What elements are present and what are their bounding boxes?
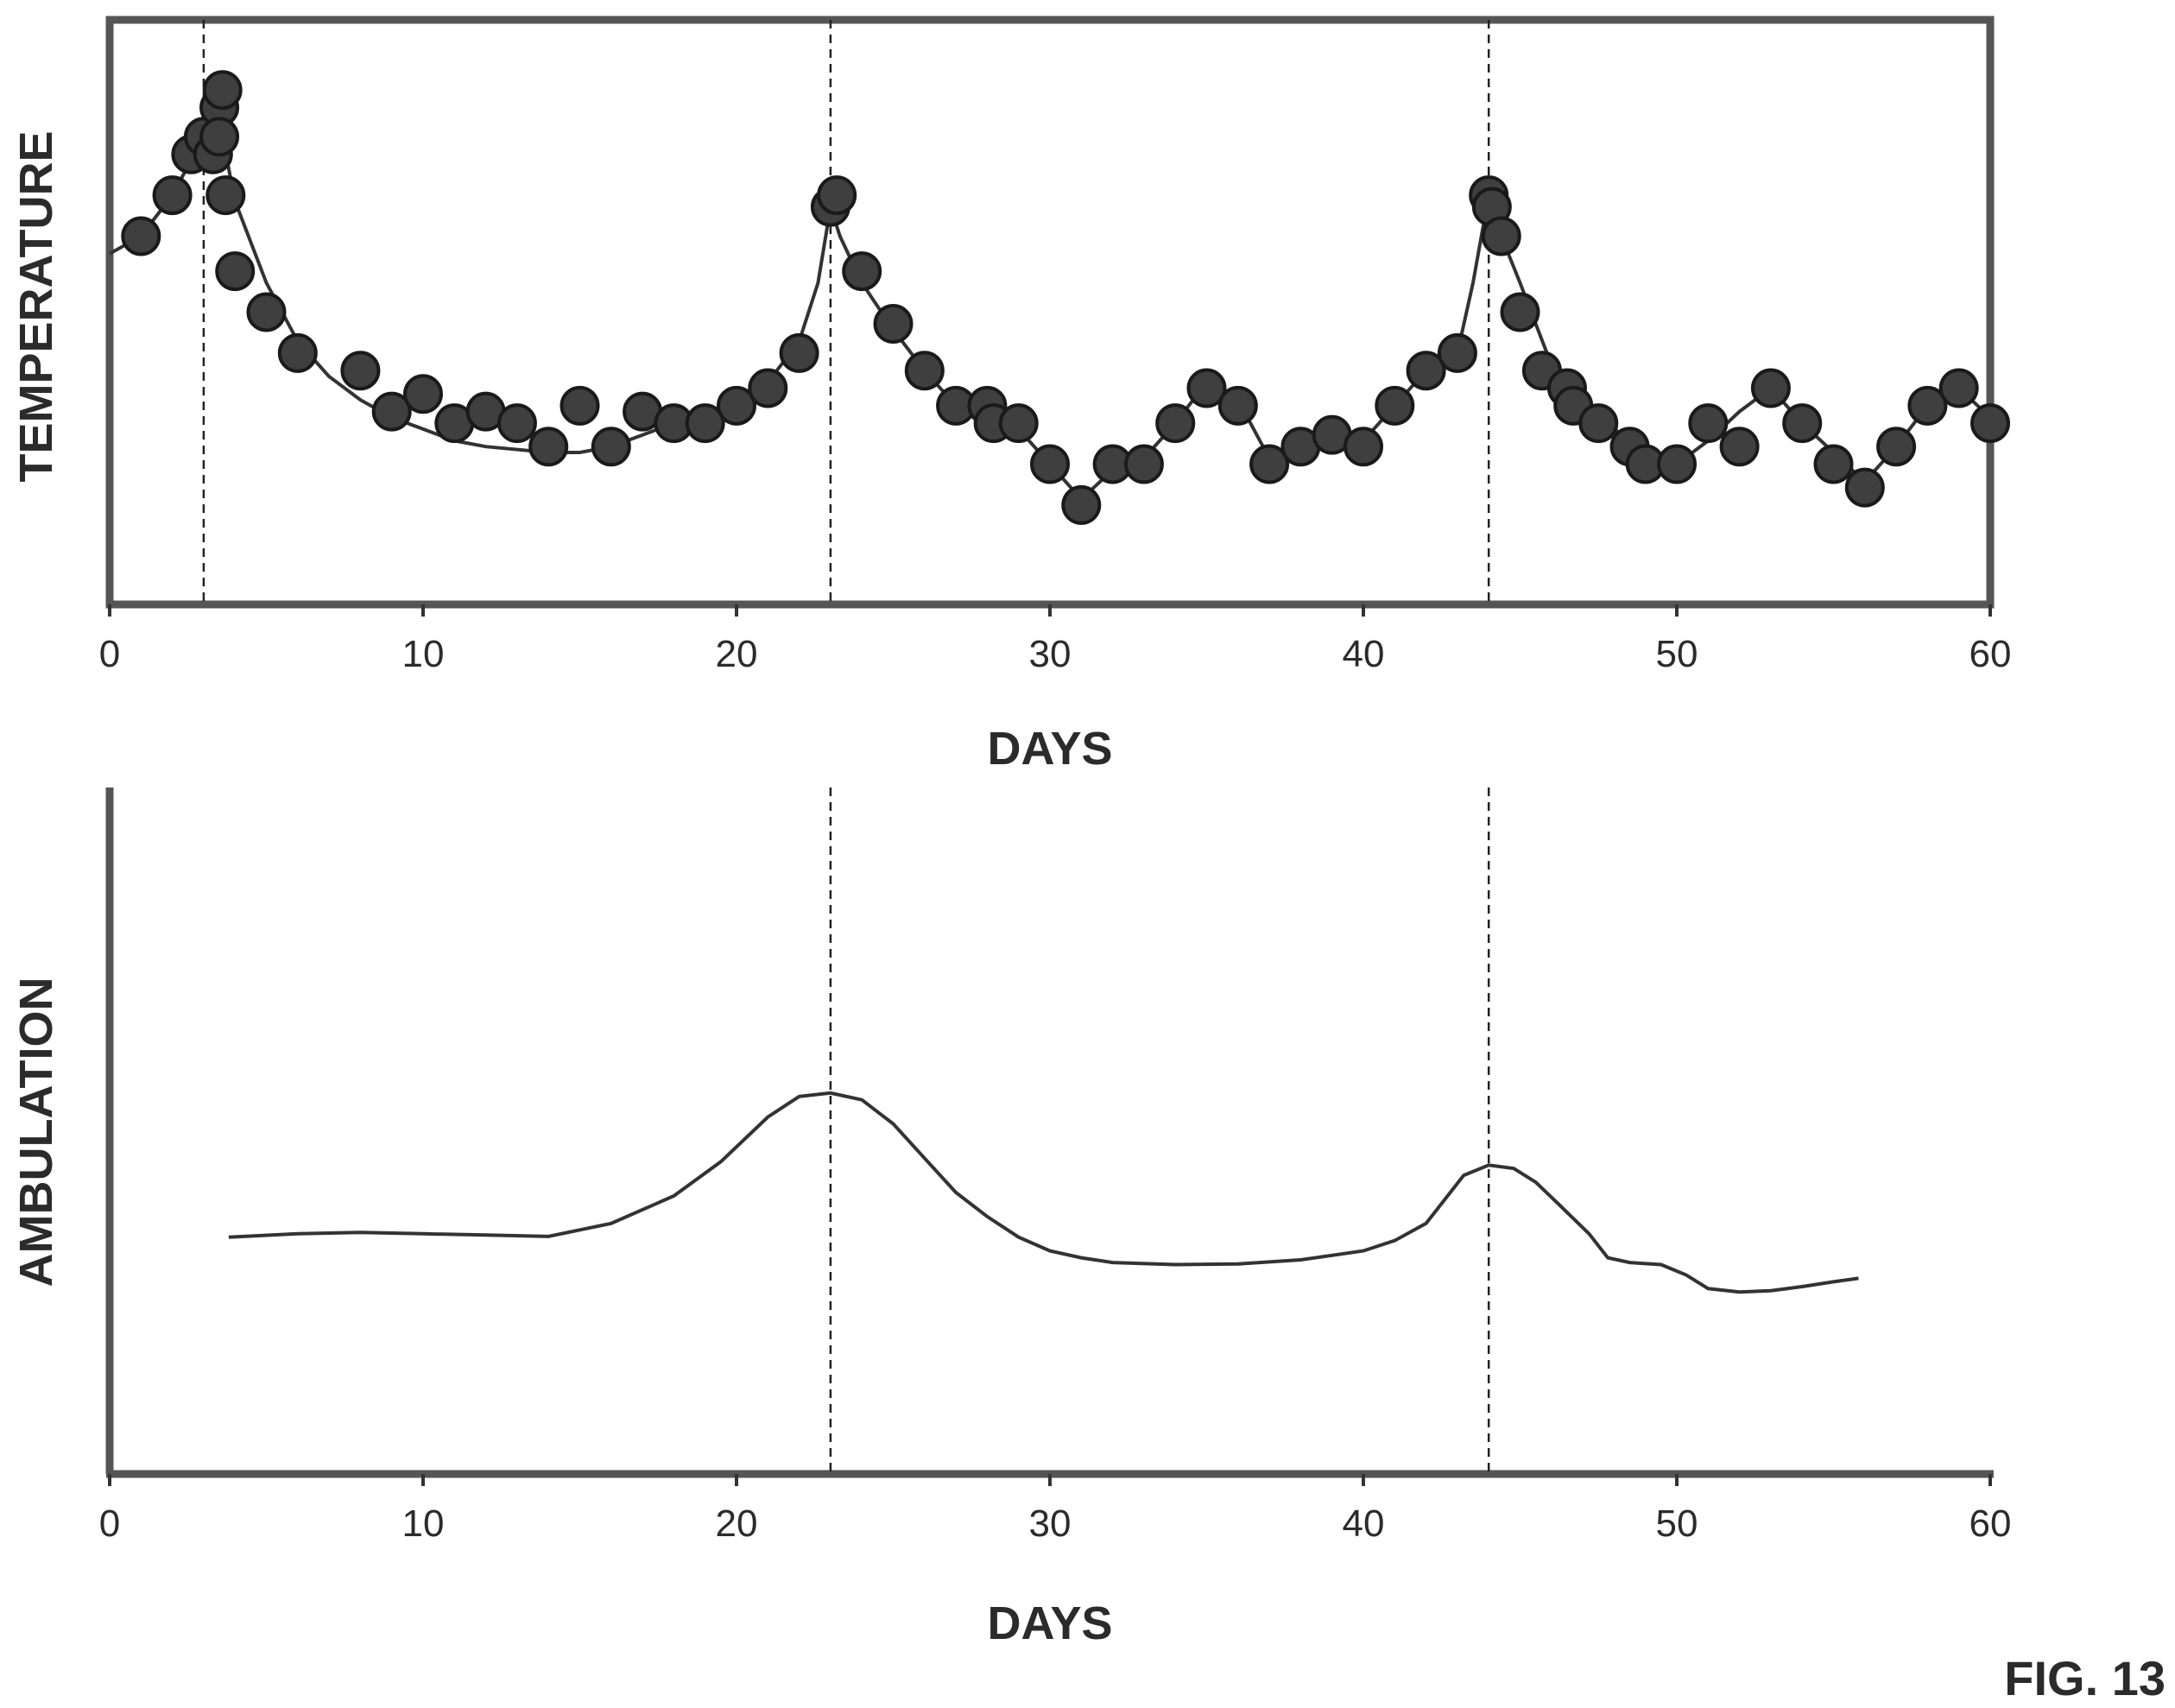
x-tick-label: 30 bbox=[1029, 1502, 1072, 1545]
ambulation-chart: 0 10 20 30 40 50 60 DAYS AMBULATION bbox=[10, 788, 2011, 1649]
ambulation-day-markers bbox=[829, 788, 1490, 1474]
x-tick-label: 0 bbox=[99, 633, 120, 675]
figure-label: FIG. 13 bbox=[2004, 1651, 2166, 1705]
x-tick-label: 50 bbox=[1656, 1502, 1698, 1545]
temperature-day-markers bbox=[202, 20, 1490, 604]
temperature-point bbox=[340, 351, 381, 391]
temperature-point bbox=[215, 251, 256, 292]
temperature-point bbox=[1375, 385, 1415, 426]
temperature-point bbox=[1938, 368, 1979, 408]
temperature-point bbox=[1844, 467, 1885, 508]
temperature-point bbox=[1030, 444, 1070, 484]
temperature-chart: 0 10 20 30 40 50 60 DAYS TEMPERATURE bbox=[10, 16, 2012, 775]
x-tick-label: 20 bbox=[716, 1502, 758, 1545]
temperature-point bbox=[1186, 368, 1227, 408]
temperature-point bbox=[1657, 444, 1697, 484]
temperature-point bbox=[817, 175, 857, 216]
temperature-point bbox=[1688, 403, 1729, 444]
temperature-point bbox=[121, 216, 161, 256]
ambulation-y-axis-title: AMBULATION bbox=[10, 977, 62, 1287]
temperature-point bbox=[1782, 403, 1823, 444]
ambulation-line bbox=[228, 1091, 1859, 1294]
temperature-point bbox=[1406, 351, 1446, 391]
temperature-point bbox=[277, 332, 318, 373]
x-tick-label: 10 bbox=[402, 633, 445, 675]
temperature-point bbox=[1719, 427, 1760, 467]
temperature-point bbox=[1061, 484, 1102, 525]
temperature-point bbox=[371, 391, 412, 432]
temperature-point bbox=[1970, 403, 2010, 444]
ambulation-curve bbox=[228, 1091, 1859, 1294]
temperature-point bbox=[1344, 427, 1383, 467]
temperature-point bbox=[496, 403, 537, 444]
x-tick-label: 40 bbox=[1343, 633, 1385, 675]
temperature-point bbox=[998, 403, 1039, 444]
temperature-point bbox=[1813, 444, 1854, 484]
temperature-point bbox=[1437, 332, 1477, 373]
x-tick-label: 60 bbox=[1970, 1502, 2012, 1545]
temperature-point bbox=[1155, 403, 1196, 444]
x-tick-label: 20 bbox=[716, 633, 758, 675]
temperature-point bbox=[1123, 444, 1164, 484]
x-tick-label: 0 bbox=[99, 1502, 120, 1545]
temperature-point bbox=[528, 427, 569, 467]
temperature-point bbox=[560, 385, 600, 426]
temperature-point bbox=[246, 292, 287, 332]
temperature-point bbox=[1578, 403, 1619, 444]
temperature-point bbox=[152, 175, 193, 216]
temperature-x-axis: 0 10 20 30 40 50 60 bbox=[99, 604, 2012, 675]
temperature-point bbox=[685, 403, 725, 444]
temperature-point bbox=[1481, 216, 1521, 256]
temperature-point bbox=[842, 251, 882, 292]
temperature-point bbox=[199, 117, 240, 157]
temperature-point bbox=[904, 351, 945, 391]
temperature-point bbox=[779, 332, 819, 373]
temperature-point bbox=[1907, 385, 1948, 426]
x-tick-label: 40 bbox=[1343, 1502, 1385, 1545]
temperature-point bbox=[403, 374, 443, 414]
temperature-point bbox=[717, 385, 756, 426]
temperature-point bbox=[1750, 368, 1791, 408]
temperature-plot-frame bbox=[105, 16, 1995, 609]
temperature-point bbox=[748, 368, 788, 408]
temperature-point bbox=[205, 175, 246, 216]
temperature-point bbox=[1500, 292, 1540, 332]
temperature-x-axis-title: DAYS bbox=[987, 723, 1112, 775]
temperature-point bbox=[202, 70, 243, 111]
ambulation-x-axis-title: DAYS bbox=[987, 1597, 1112, 1649]
x-tick-label: 10 bbox=[402, 1502, 445, 1545]
temperature-point bbox=[1217, 385, 1258, 426]
temperature-point bbox=[1249, 444, 1290, 484]
temperature-y-axis-title: TEMPERATURE bbox=[10, 130, 62, 482]
x-tick-label: 50 bbox=[1656, 633, 1698, 675]
temperature-point bbox=[873, 304, 914, 345]
x-tick-label: 30 bbox=[1029, 633, 1072, 675]
temperature-point bbox=[591, 427, 631, 467]
x-tick-label: 60 bbox=[1970, 633, 2012, 675]
temperature-points bbox=[121, 70, 2010, 525]
ambulation-x-axis-ticks: 0 10 20 30 40 50 60 bbox=[99, 1474, 2012, 1545]
temperature-point bbox=[1876, 427, 1917, 467]
